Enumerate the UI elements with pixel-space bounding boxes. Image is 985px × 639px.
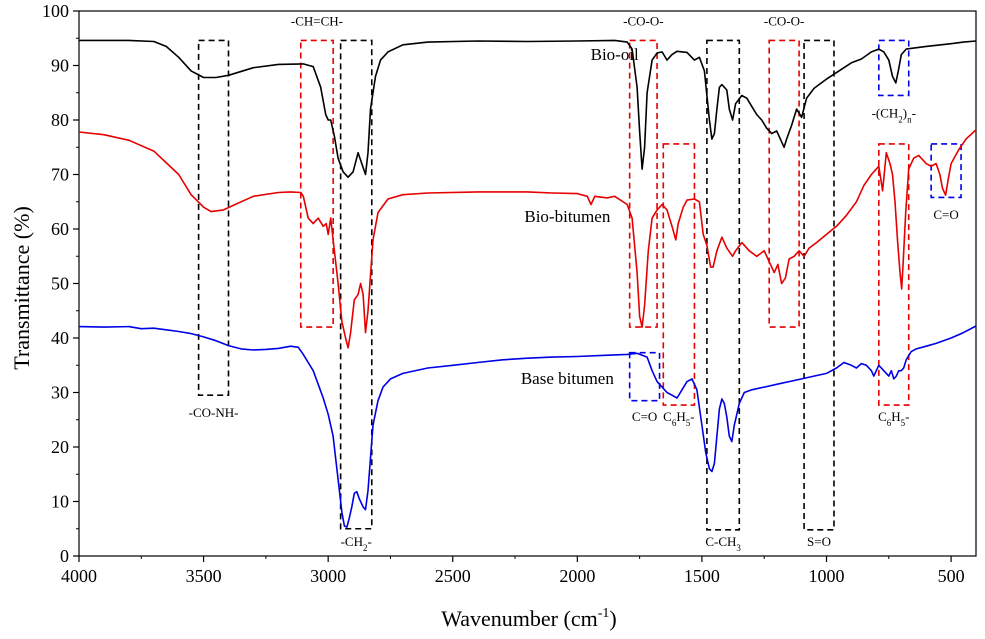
x-tick-label: 3000	[310, 566, 346, 586]
annotation-box	[930, 143, 962, 199]
annotation-label: C-CH3	[705, 534, 741, 553]
annotation-label: S=O	[807, 534, 831, 549]
annotation-label: -(CH2)n-	[872, 105, 916, 124]
y-tick-label: 40	[51, 328, 69, 348]
series-line	[78, 325, 977, 528]
y-tick-label: 10	[51, 492, 69, 512]
annotation-label: -CO-NH-	[189, 405, 239, 420]
y-tick-label: 50	[51, 274, 69, 294]
x-tick-label: 2500	[435, 566, 471, 586]
annotation-box	[662, 143, 696, 406]
y-axis-label: Transmittance (%)	[9, 206, 34, 370]
axes: 4000 3500 3000 2500 2000 1500 1000 500 0 10 20 30 40…	[42, 1, 977, 586]
series-lines	[78, 39, 977, 528]
y-tick-label: 70	[51, 165, 69, 185]
x-axis-label: Wavenumber (cm-1)	[441, 606, 616, 631]
annotation-label: C6H5-	[878, 409, 909, 428]
series-label: Base bitumen	[521, 369, 615, 388]
annotation-labels: -CO-NH- -CH=CH- -CH2- -CO-O- C=O C6H5- C-CH3 -C…	[189, 14, 959, 553]
series-line	[79, 39, 977, 178]
annotation-label: C6H5-	[663, 409, 694, 428]
annotation-label: -CO-O-	[764, 14, 804, 29]
annotation-box	[339, 39, 373, 530]
x-tick-label: 1000	[809, 566, 845, 586]
y-tick-label: 90	[51, 56, 69, 76]
x-tick-label: 500	[938, 566, 965, 586]
annotation-boxes	[197, 39, 962, 531]
annotation-label: C=O	[632, 409, 657, 424]
y-tick-label: 20	[51, 437, 69, 457]
x-tick-label: 4000	[61, 566, 97, 586]
x-tick-label: 2000	[559, 566, 595, 586]
annotation-label: C=O	[933, 207, 958, 222]
annotation-box	[803, 39, 835, 531]
series-label: Bio-oil	[591, 45, 639, 64]
series-line	[78, 129, 977, 349]
annotation-box	[299, 39, 334, 328]
y-tick-label: 60	[51, 219, 69, 239]
annotation-label: -CH=CH-	[291, 14, 343, 29]
x-tick-label: 1500	[684, 566, 720, 586]
y-tick-label: 80	[51, 110, 69, 130]
annotation-box	[878, 143, 910, 406]
annotation-box	[768, 39, 800, 328]
y-tick-label: 0	[60, 546, 69, 566]
plot-frame	[78, 10, 977, 557]
x-tick-label: 3500	[186, 566, 222, 586]
annotation-box	[628, 39, 658, 328]
series-label: Bio-bitumen	[524, 207, 610, 226]
y-tick-label: 30	[51, 383, 69, 403]
annotation-box	[878, 39, 910, 97]
annotation-box	[628, 351, 661, 402]
annotation-label: -CH2-	[341, 534, 372, 553]
y-tick-label: 100	[42, 1, 69, 21]
annotation-box	[197, 39, 230, 397]
annotation-label: -CO-O-	[623, 14, 663, 29]
